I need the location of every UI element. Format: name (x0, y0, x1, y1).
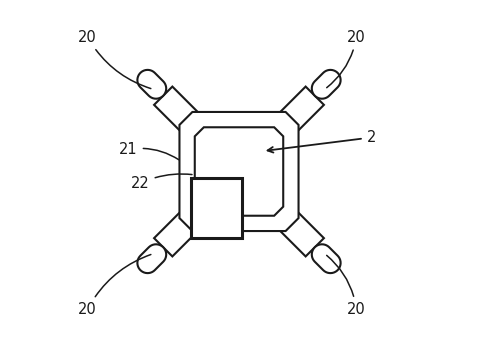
Text: 22: 22 (131, 174, 192, 191)
Polygon shape (179, 112, 299, 231)
Polygon shape (137, 70, 166, 99)
Text: 20: 20 (78, 29, 151, 88)
Polygon shape (195, 127, 283, 216)
Text: 20: 20 (326, 29, 366, 88)
Text: 2: 2 (268, 130, 376, 153)
Bar (191, 178, 242, 238)
Polygon shape (137, 244, 166, 273)
Polygon shape (272, 204, 324, 257)
Text: 20: 20 (326, 255, 366, 317)
Text: 21: 21 (119, 142, 179, 160)
Polygon shape (312, 70, 341, 99)
Polygon shape (312, 244, 341, 273)
Polygon shape (154, 204, 206, 257)
Text: 20: 20 (78, 255, 151, 317)
Polygon shape (272, 86, 324, 139)
Polygon shape (154, 86, 206, 139)
